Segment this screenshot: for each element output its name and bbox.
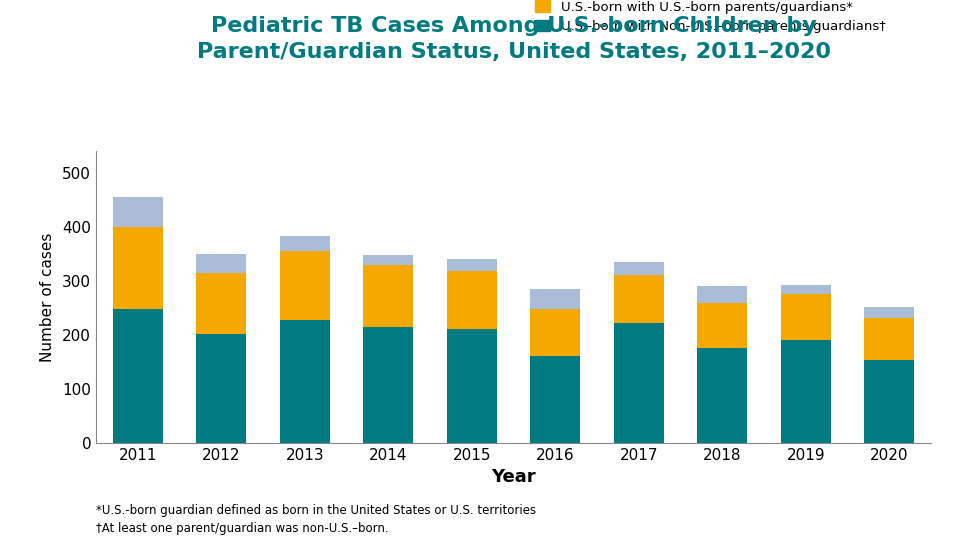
Bar [780,294,831,340]
Legend: U.S.-born with parents/guardians with unknown origin, U.S.-born with U.S.-born p: U.S.-born with parents/guardians with un… [531,0,924,37]
Bar [697,286,748,303]
Bar [279,320,330,443]
Text: Pediatric TB Cases Among U.S.-born Children by
Parent/Guardian Status, United St: Pediatric TB Cases Among U.S.-born Child… [197,16,830,62]
Bar [112,309,163,443]
X-axis label: Year: Year [492,468,536,486]
Bar [363,327,414,443]
Bar [112,227,163,309]
Bar [196,334,247,443]
Bar [446,271,497,329]
Bar [112,197,163,227]
Bar [530,356,581,443]
Bar [446,329,497,443]
Bar [196,273,247,334]
Bar [613,323,664,443]
Bar [864,360,915,443]
Bar [279,236,330,251]
Bar [613,275,664,323]
Bar [530,309,581,356]
Bar [780,285,831,294]
Text: *U.S.-born guardian defined as born in the United States or U.S. territories
†At: *U.S.-born guardian defined as born in t… [96,504,536,535]
Y-axis label: Number of cases: Number of cases [40,232,55,362]
Bar [864,318,915,360]
Bar [697,303,748,348]
Bar [613,262,664,275]
Bar [530,289,581,309]
Bar [780,340,831,443]
Bar [697,348,748,443]
Bar [279,251,330,320]
Bar [363,255,414,265]
Bar [446,259,497,271]
Bar [864,307,915,318]
Bar [196,254,247,273]
Bar [363,265,414,327]
